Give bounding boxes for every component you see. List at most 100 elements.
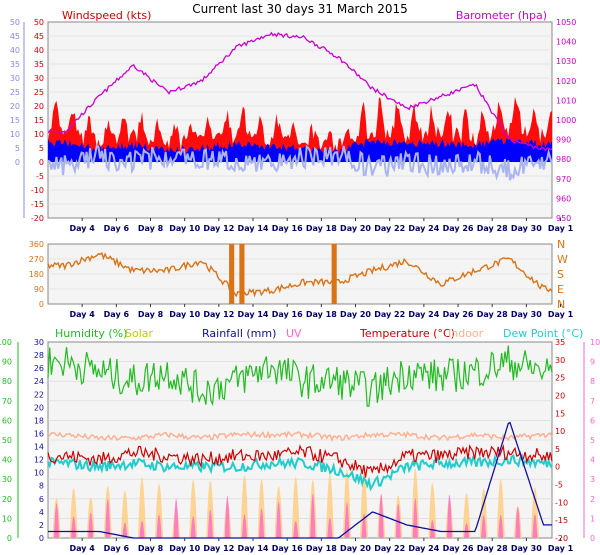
humidity-y-tick-label: 90 xyxy=(2,358,12,367)
dir-compass-label: W xyxy=(557,253,568,266)
uv-y-tick-label: 0 xyxy=(590,534,595,543)
wind-x-label: Day 22 xyxy=(374,224,405,233)
temp-y-tick-label: 0 xyxy=(555,463,560,472)
indoor-line xyxy=(47,430,553,443)
temp-x-label: Day 8 xyxy=(138,544,164,553)
temp-y-tick-label: -10 xyxy=(555,498,568,507)
uv-peak xyxy=(481,515,487,538)
temp-x-label: Day 6 xyxy=(104,544,130,553)
wind-y-tick-label: 0 xyxy=(39,158,44,167)
wind-average-area xyxy=(48,137,552,162)
rain-y-tick-label: 30 xyxy=(34,338,44,347)
baro-y-tick-label: 1010 xyxy=(556,96,576,105)
solar-peak xyxy=(137,477,146,538)
wind-x-label: Day 18 xyxy=(306,224,337,233)
humidity-y-tick-label: 100 xyxy=(0,338,12,347)
wind-y-tick-label: 10 xyxy=(34,130,44,139)
uv-peak xyxy=(71,516,77,538)
wind-inner-y-tick-label: 40 xyxy=(10,46,20,55)
wind-y-tick-label: 15 xyxy=(34,116,44,125)
wind-inner-y-tick-label: 45 xyxy=(10,32,20,41)
temp-y-tick-label: 15 xyxy=(555,409,565,418)
temp-x-label: Day 16 xyxy=(272,544,303,553)
temp-y-tick-label: 5 xyxy=(555,445,560,454)
wind-inner-y-tick-label: 30 xyxy=(10,74,20,83)
wind-y-tick-label: 20 xyxy=(34,102,44,111)
baro-y-tick-label: 990 xyxy=(556,136,571,145)
uv-peak xyxy=(122,522,128,538)
temp-y-tick-label: 30 xyxy=(555,356,565,365)
uv-peak xyxy=(139,520,145,538)
wind-chill-line xyxy=(47,144,553,181)
dir-x-label: Day 16 xyxy=(272,310,303,319)
temp-y-tick-label: -15 xyxy=(555,516,568,525)
uv-peak xyxy=(105,498,111,538)
wind-y-tick-label: -20 xyxy=(31,214,44,223)
uv-y-tick-label: 7 xyxy=(590,397,595,406)
uv-peak xyxy=(293,521,299,538)
baro-y-tick-label: 960 xyxy=(556,194,571,203)
wind-y-tick-label: -5 xyxy=(36,172,44,181)
uv-peak xyxy=(310,493,316,538)
uv-peak xyxy=(378,493,384,538)
wind-y-tick-label: 45 xyxy=(34,32,44,41)
solar-peak xyxy=(462,493,471,538)
dir-x-label: Day 24 xyxy=(408,310,439,319)
dir-y-tick-label: 0 xyxy=(39,300,44,309)
temp-x-label: Day 22 xyxy=(374,544,405,553)
humidity-y-tick-label: 60 xyxy=(2,416,12,425)
dir-x-label: Day 4 xyxy=(69,310,95,319)
wind-y-tick-label: -15 xyxy=(31,200,44,209)
uv-peak xyxy=(207,509,213,538)
solar-peak xyxy=(189,479,198,538)
temp-panel-series xyxy=(47,345,553,539)
legend-indoor: Indoor xyxy=(448,327,484,340)
temp-x-label: Day 20 xyxy=(340,544,371,553)
wind-x-label: Day 12 xyxy=(203,224,234,233)
temp-x-label: Day 28 xyxy=(477,544,508,553)
dir-x-label: Day 6 xyxy=(104,310,130,319)
solar-peak xyxy=(360,471,369,538)
wind-y-tick-label: 5 xyxy=(39,144,44,153)
uv-peak xyxy=(429,520,435,538)
dir-x-label: Day 8 xyxy=(138,310,164,319)
uv-peak xyxy=(156,514,162,538)
solar-peak xyxy=(325,474,334,538)
wind-inner-y-tick-label: 15 xyxy=(10,116,20,125)
legend-uv: UV xyxy=(286,327,302,340)
rain-y-tick-label: 6 xyxy=(39,495,44,504)
solar-peak xyxy=(530,487,539,538)
baro-y-tick-label: 950 xyxy=(556,214,571,223)
solar-peak xyxy=(291,476,300,538)
baro-y-tick-label: 970 xyxy=(556,175,571,184)
dir-y-tick-label: 360 xyxy=(29,240,44,249)
temp-y-tick-label: 10 xyxy=(555,427,565,436)
uv-y-tick-label: 1 xyxy=(590,514,595,523)
direction-variable-band xyxy=(331,244,337,304)
wind-inner-y-tick-label: 10 xyxy=(10,130,20,139)
legend-dewpoint: Dew Point (°C) xyxy=(503,327,583,340)
temp-x-label: Day 26 xyxy=(443,544,474,553)
rain-y-tick-label: 16 xyxy=(34,429,44,438)
baro-y-tick-label: 1000 xyxy=(556,116,576,125)
barometer-line xyxy=(47,31,553,152)
rain-y-tick-label: 20 xyxy=(34,403,44,412)
wind-y-tick-label: 40 xyxy=(34,46,44,55)
wind-y-tick-label: 30 xyxy=(34,74,44,83)
dir-x-label: Day 20 xyxy=(340,310,371,319)
humidity-y-tick-label: 30 xyxy=(2,475,12,484)
wind-x-label: Day 24 xyxy=(408,224,439,233)
uv-peak xyxy=(515,507,521,538)
rain-y-tick-label: 4 xyxy=(39,508,44,517)
direction-line xyxy=(47,251,553,298)
uv-peak xyxy=(395,503,401,538)
uv-peak xyxy=(173,498,179,538)
direction-panel-series xyxy=(47,244,553,304)
rain-y-tick-label: 2 xyxy=(39,521,44,530)
uv-y-tick-label: 3 xyxy=(590,475,595,484)
uv-peak xyxy=(446,494,452,538)
uv-peak xyxy=(327,517,333,538)
wind-x-label: Day 1 xyxy=(548,224,574,233)
dir-x-label: Day 10 xyxy=(169,310,200,319)
